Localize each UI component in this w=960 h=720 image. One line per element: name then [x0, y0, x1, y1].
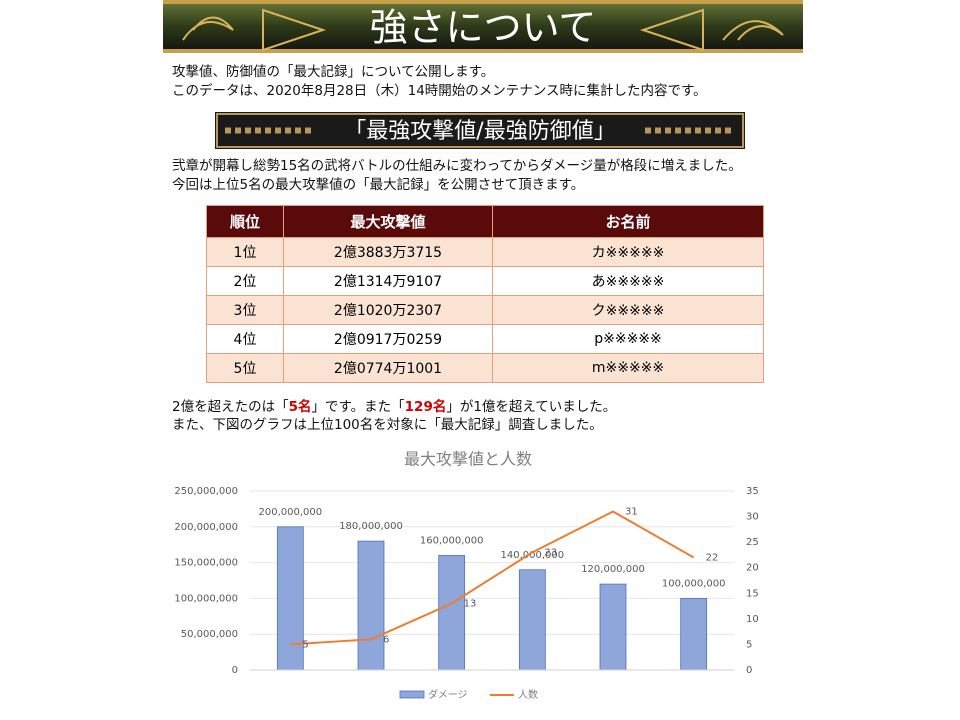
- y2-tick-label: 5: [746, 639, 752, 650]
- data-label: 140,000,000: [501, 550, 565, 561]
- data-label: 6: [383, 634, 389, 645]
- table-cell: 4位: [206, 324, 284, 354]
- bar: [599, 583, 627, 671]
- data-label: 31: [625, 506, 638, 517]
- data-label: 120,000,000: [581, 564, 645, 575]
- data-label: 5: [302, 639, 308, 650]
- data-label: 13: [464, 599, 477, 610]
- note-text: 2億を超えたのは「: [172, 399, 289, 415]
- table-row: 2位 2億1314万9107 あ※※※※※: [206, 266, 764, 296]
- table-cell: 2億0917万0259: [283, 324, 493, 354]
- table-row: 3位 2億1020万2307 ク※※※※※: [206, 295, 764, 325]
- bar: [680, 597, 708, 671]
- table-cell: 3位: [206, 295, 284, 325]
- table-cell: あ※※※※※: [492, 266, 764, 296]
- table-cell: カ※※※※※: [492, 237, 764, 267]
- table-cell: m※※※※※: [492, 353, 764, 383]
- note-text: 」です。また「: [311, 399, 405, 415]
- table-cell: 2億1314万9107: [283, 266, 493, 296]
- y-tick-label: 250,000,000: [174, 486, 238, 497]
- y-tick-label: 100,000,000: [174, 593, 238, 604]
- y2-tick-label: 15: [746, 588, 759, 599]
- data-label: 200,000,000: [259, 507, 323, 518]
- y2-tick-label: 25: [746, 537, 759, 548]
- data-label: 100,000,000: [662, 578, 726, 589]
- bar: [518, 569, 546, 671]
- section-banner: 「最強攻撃値/最強防御値」: [215, 112, 745, 149]
- y-tick-label: 0: [232, 665, 238, 676]
- y2-tick-label: 35: [746, 486, 759, 497]
- note-text: 5名: [288, 399, 312, 415]
- column-header: 順位: [206, 205, 284, 238]
- table-row: 1位 2億3883万3715 カ※※※※※: [206, 237, 764, 267]
- y-tick-label: 200,000,000: [174, 522, 238, 533]
- section-title: 「最強攻撃値/最強防御値」: [344, 119, 615, 144]
- note-text: 」が1億を超えていました。: [446, 399, 617, 415]
- table-cell: p※※※※※: [492, 324, 764, 354]
- data-label: 22: [706, 552, 719, 563]
- chart-title: 最大攻撃値と人数: [404, 450, 532, 469]
- table-cell: 5位: [206, 353, 284, 383]
- y2-tick-label: 10: [746, 614, 759, 625]
- intro-line: 攻撃値、防御値の「最大記録」について公開します。: [172, 64, 495, 80]
- note-line: また、下図のグラフは上位100名を対象に「最大記録」調査しました。: [172, 416, 603, 435]
- y2-tick-label: 20: [746, 563, 759, 574]
- data-label: 23: [544, 547, 557, 558]
- line: [290, 510, 695, 646]
- table-cell: 2位: [206, 266, 284, 296]
- intro-line: このデータは、2020年8月28日（木）14時開始のメンテナンス時に集計した内容…: [172, 83, 707, 99]
- section-text: 弐章が開幕し総勢15名の武将バトルの仕組みに変わってからダメージ量が格段に増えま…: [172, 158, 742, 174]
- data-label: 180,000,000: [339, 521, 403, 532]
- data-label: 160,000,000: [420, 535, 484, 546]
- legend-label: ダメージ: [428, 688, 468, 701]
- ranking-table: 順位 最大攻撃値 お名前 1位 2億3883万3715 カ※※※※※ 2位 2億1314万9…: [206, 205, 764, 383]
- note-line: 2億を超えたのは「5名」です。また「129名」が1億を超えていました。: [172, 398, 616, 417]
- column-header: 最大攻撃値: [283, 205, 493, 238]
- legend-label: 人数: [518, 688, 538, 701]
- table-row: 5位 2億0774万1001 m※※※※※: [206, 353, 764, 383]
- table-body: 1位 2億3883万3715 カ※※※※※ 2位 2億1314万9107 あ※※※※※ 3位…: [206, 237, 764, 383]
- header-banner: 強さについて: [163, 0, 803, 53]
- bar: [438, 555, 466, 671]
- table-cell: 2億1020万2307: [283, 295, 493, 325]
- y2-tick-label: 0: [746, 665, 752, 676]
- note-text: また、下図のグラフは上位100名を対象に「最大記録」調査しました。: [172, 417, 603, 433]
- legend-swatch: [399, 690, 425, 699]
- header-title: 強さについて: [370, 6, 597, 50]
- bar: [276, 526, 304, 671]
- y2-tick-label: 30: [746, 512, 759, 523]
- note-text: 129名: [404, 399, 447, 415]
- section-text: 今回は上位5名の最大攻撃値の「最大記録」を公開させて頂きます。: [172, 177, 585, 193]
- table-cell: 2億0774万1001: [283, 353, 493, 383]
- y-tick-label: 150,000,000: [174, 558, 238, 569]
- y-tick-label: 50,000,000: [181, 629, 238, 640]
- table-cell: ク※※※※※: [492, 295, 764, 325]
- table-cell: 2億3883万3715: [283, 237, 493, 267]
- column-header: お名前: [492, 205, 764, 238]
- table-cell: 1位: [206, 237, 284, 267]
- bar: [357, 540, 385, 671]
- chart: 最大攻撃値と人数 0 50,000,000 100,000,000 150,000,0…: [174, 450, 759, 701]
- table-row: 4位 2億0917万0259 p※※※※※: [206, 324, 764, 354]
- table-header: 順位 最大攻撃値 お名前: [206, 205, 764, 238]
